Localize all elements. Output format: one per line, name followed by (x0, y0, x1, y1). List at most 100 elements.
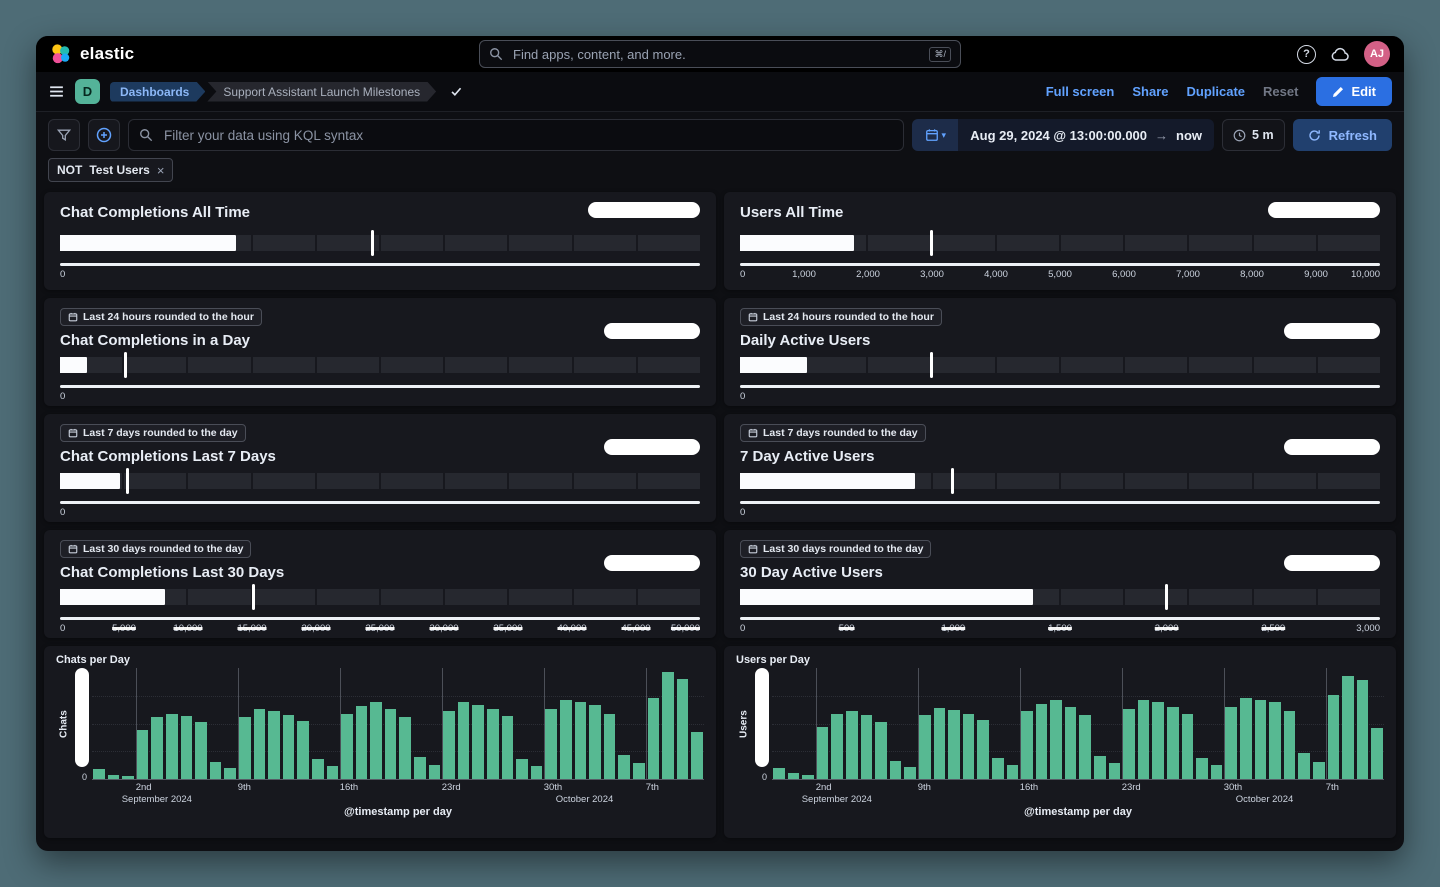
time-range-badge: Last 24 hours rounded to the hour (60, 308, 262, 326)
x-axis-tick-label: 2nd September 2024 (802, 782, 886, 806)
gauge-axis-line (60, 385, 700, 388)
redacted-value-pill (588, 202, 700, 218)
gauge-target-marker (125, 468, 129, 494)
gridline-horizontal (772, 695, 1384, 697)
gauge-segment (188, 589, 251, 605)
chart-plot-area[interactable] (92, 668, 704, 780)
gauge-segment (1253, 357, 1316, 373)
global-search[interactable]: ⌘/ (479, 40, 961, 68)
bar (632, 763, 645, 779)
gauge-segment (1253, 235, 1316, 251)
full-screen-button[interactable]: Full screen (1045, 84, 1115, 99)
x-tick-day: 16th (339, 782, 359, 793)
x-tick-day: 2nd (135, 782, 152, 793)
breadcrumb-dashboards[interactable]: Dashboards (110, 82, 205, 102)
gauge-axis-tick-label: 45,000 (621, 622, 651, 634)
bar (180, 715, 193, 779)
gauge-axis-line (60, 263, 700, 266)
gauge-segment (316, 357, 380, 373)
bar (560, 700, 572, 779)
gridline-vertical (1325, 668, 1327, 779)
bar (1240, 697, 1252, 779)
gridline-vertical (135, 668, 137, 779)
date-picker-calendar-button[interactable]: ▾ (912, 119, 959, 151)
date-range[interactable]: Aug 29, 2024 @ 13:00:00.000 → now (958, 119, 1215, 151)
panel-title: Daily Active Users (740, 332, 871, 349)
share-button[interactable]: Share (1132, 84, 1169, 99)
refresh-interval-value: 5 m (1252, 128, 1274, 142)
close-icon[interactable]: × (156, 162, 165, 178)
bar (501, 715, 514, 779)
bar (1356, 680, 1369, 779)
gauge-segment (1189, 473, 1252, 489)
gauge-segment (1125, 589, 1188, 605)
x-tick-day: 2nd (815, 782, 832, 793)
elastic-brand[interactable]: elastic (50, 43, 134, 65)
breadcrumb-current-dashboard[interactable]: Support Assistant Launch Milestones (207, 82, 436, 102)
redacted-y-axis-pill (755, 668, 769, 767)
chart-plot-area[interactable] (772, 668, 1384, 780)
gauge-axis-line (740, 501, 1380, 504)
gauge-axis-line (740, 263, 1380, 266)
gauge-segment (1189, 357, 1252, 373)
space-avatar[interactable]: D (75, 79, 100, 104)
date-picker: ▾ Aug 29, 2024 @ 13:00:00.000 → now (912, 119, 1215, 151)
x-tick-day: 23rd (441, 782, 461, 793)
gridline-vertical (543, 668, 545, 779)
avatar[interactable]: AJ (1364, 41, 1390, 67)
refresh-interval-button[interactable]: 5 m (1222, 119, 1285, 151)
filter-label: Test Users (89, 163, 150, 177)
global-search-input[interactable] (511, 45, 922, 63)
gauge-axis-tick-label: 0 (60, 268, 66, 280)
duplicate-button[interactable]: Duplicate (1186, 84, 1246, 99)
x-tick-day: 9th (917, 782, 931, 793)
gauge-segment (868, 235, 931, 251)
bar (545, 709, 557, 779)
gauge-fill (60, 357, 87, 373)
gauge-segment (252, 473, 315, 489)
gauge-segment (932, 473, 995, 489)
bar (1342, 675, 1354, 779)
gauge-segment (1061, 357, 1124, 373)
gauge-segment (124, 473, 187, 489)
gauge-segment (381, 235, 444, 251)
bar (662, 672, 674, 779)
kql-search[interactable] (128, 119, 905, 151)
add-filter-button[interactable] (88, 119, 120, 151)
time-range-badge-label: Last 7 days rounded to the day (763, 427, 918, 439)
gauge-target-marker (951, 468, 955, 494)
panel-title: Users All Time (740, 204, 844, 221)
date-range-end[interactable]: now (1176, 127, 1203, 143)
gauge-segment (509, 357, 572, 373)
gridline-vertical (441, 668, 443, 779)
gauge-target-marker (930, 352, 934, 378)
refresh-button[interactable]: Refresh (1292, 119, 1392, 151)
bar-series (772, 668, 1384, 779)
kql-input[interactable] (162, 126, 894, 144)
bar (603, 713, 616, 779)
gauge-panel: Users All Time 0 1,000 2,000 3,000 4,000 5,000… (724, 192, 1396, 290)
redacted-value-pill (604, 323, 700, 339)
bar-chart-panel: Chats per Day Chats 0 2nd September 2024 9th 1… (44, 646, 716, 838)
menu-icon[interactable] (48, 83, 65, 100)
bar (341, 713, 353, 779)
gauge-track (740, 230, 1381, 256)
help-icon[interactable]: ? (1297, 44, 1316, 64)
date-range-start[interactable]: Aug 29, 2024 @ 13:00:00.000 (970, 127, 1148, 143)
bar (238, 716, 251, 779)
cloud-icon[interactable] (1330, 47, 1350, 62)
edit-button[interactable]: Edit (1316, 77, 1392, 106)
gauge-target-marker (252, 584, 256, 610)
x-axis-tick-label: 2nd September 2024 (122, 782, 206, 806)
gridline-vertical (645, 668, 647, 779)
filter-menu-button[interactable] (48, 119, 80, 151)
gauge-panel: Last 24 hours rounded to the hour Chat Co… (44, 298, 716, 406)
reset-button[interactable]: Reset (1263, 84, 1299, 99)
filter-pill[interactable]: NOT Test Users × (48, 158, 174, 182)
gauge-axis-tick-label: 5,000 (112, 622, 136, 634)
gauge-segment (573, 473, 636, 489)
gauge-panel: Last 7 days rounded to the day Chat Compl… (44, 414, 716, 522)
gauge-axis-tick-label: 0 (740, 390, 746, 402)
bar (399, 716, 412, 779)
calendar-icon (925, 129, 938, 141)
